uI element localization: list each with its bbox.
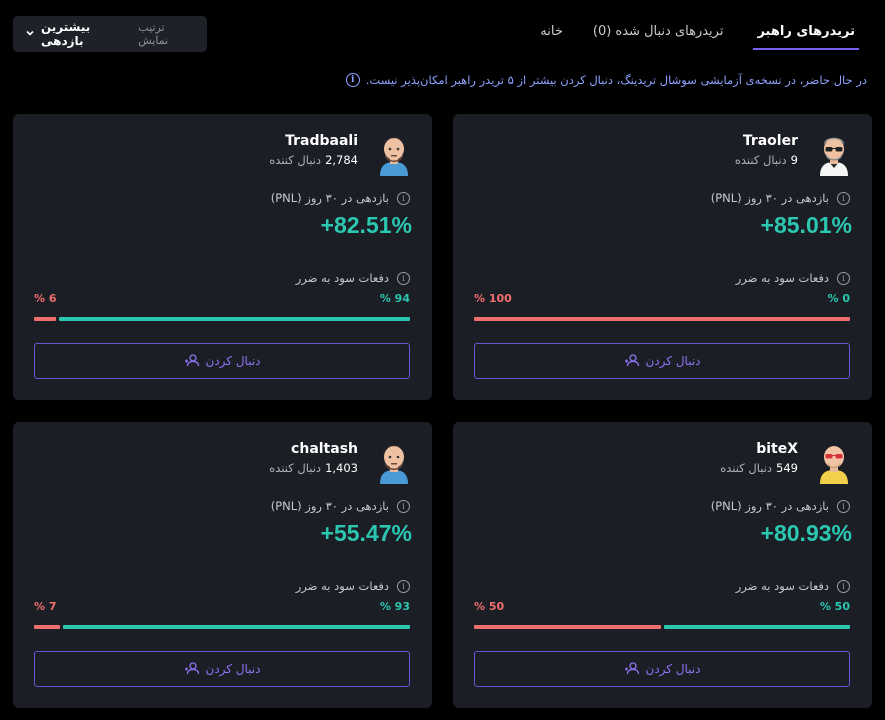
tab-home[interactable]: خانه (540, 24, 563, 39)
follow-label: دنبال کردن (205, 354, 261, 368)
win-loss-bar (34, 625, 410, 629)
win-loss-label-row: دفعات سود به ضرر i (736, 579, 850, 593)
avatar (374, 440, 414, 484)
info-icon[interactable]: i (397, 191, 410, 205)
follow-label: دنبال کردن (645, 662, 701, 676)
loss-percent: % 6 (34, 292, 57, 305)
win-loss-label: دفعات سود به ضرر (295, 271, 389, 285)
follower-count: 2,784 دنبال کننده (269, 153, 358, 167)
follow-label: دنبال کردن (205, 662, 261, 676)
win-loss-label-row: دفعات سود به ضرر i (296, 271, 410, 285)
win-bar-segment (59, 317, 410, 321)
loss-bar-segment (34, 625, 61, 629)
win-loss-label: دفعات سود به ضرر (735, 579, 829, 593)
loss-bar-segment (474, 625, 661, 629)
follower-number: 1,403 (325, 461, 358, 475)
sort-label: ترتیب نمایش (138, 21, 169, 47)
follow-button[interactable]: دنبال کردن (474, 651, 850, 687)
trader-name[interactable]: chaltash (291, 441, 358, 457)
pnl-label: بازدهی در ۳۰ روز (PNL) (270, 191, 389, 205)
pnl-label: بازدهی در ۳۰ روز (PNL) (710, 191, 829, 205)
win-percent: % 93 (379, 600, 410, 613)
follow-button[interactable]: دنبال کردن (34, 343, 410, 379)
follower-count: 1,403 دنبال کننده (269, 461, 358, 475)
trader-name[interactable]: Tradbaali (285, 133, 358, 149)
loss-bar-segment (474, 317, 850, 321)
win-loss-label-row: دفعات سود به ضرر i (296, 579, 410, 593)
info-icon[interactable]: i (397, 271, 410, 285)
win-loss-label: دفعات سود به ضرر (735, 271, 829, 285)
loss-bar-segment (34, 317, 57, 321)
win-loss-bar (474, 625, 850, 629)
tab-lead-traders[interactable]: تریدرهای راهبر (753, 14, 859, 50)
pnl-value: +82.51% (320, 212, 412, 238)
pnl-label: بازدهی در ۳۰ روز (PNL) (270, 499, 389, 513)
pnl-value: +80.93% (760, 520, 852, 546)
notice-banner: i در حال حاضر، در نسخه‌ی آزمایشی سوشال ت… (345, 73, 867, 87)
info-icon[interactable]: i (837, 579, 850, 593)
avatar (374, 132, 414, 176)
sort-value: بیشترین بازدهی (41, 20, 91, 48)
add-user-icon (184, 353, 200, 370)
pnl-label-row: بازدهی در ۳۰ روز (PNL) i (271, 191, 410, 205)
follow-button[interactable]: دنبال کردن (34, 651, 410, 687)
pnl-label: بازدهی در ۳۰ روز (PNL) (710, 499, 829, 513)
win-percent: % 94 (379, 292, 410, 305)
win-loss-label: دفعات سود به ضرر (295, 579, 389, 593)
loss-percent: % 50 (474, 600, 505, 613)
follower-number: 549 (776, 461, 798, 475)
follower-number: 2,784 (325, 153, 358, 167)
loss-percent: % 100 (474, 292, 512, 305)
pnl-label-row: بازدهی در ۳۰ روز (PNL) i (711, 499, 850, 513)
sort-dropdown[interactable]: ترتیب نمایش بیشترین بازدهی (13, 16, 207, 52)
trader-card: Tradbaali 2,784 دنبال کننده بازدهی در ۳۰ رو… (13, 114, 432, 400)
tab-followed-traders[interactable]: تریدرهای دنبال شده (0) (592, 24, 724, 39)
win-percent: % 50 (819, 600, 850, 613)
pnl-label-row: بازدهی در ۳۰ روز (PNL) i (711, 191, 850, 205)
follower-count: 549 دنبال کننده (720, 461, 798, 475)
info-icon[interactable]: i (837, 191, 850, 205)
avatar (814, 440, 854, 484)
chevron-down-icon (25, 28, 35, 41)
follower-suffix: دنبال کننده (269, 461, 322, 475)
follow-label: دنبال کردن (645, 354, 701, 368)
follower-suffix: دنبال کننده (269, 153, 322, 167)
pnl-label-row: بازدهی در ۳۰ روز (PNL) i (271, 499, 410, 513)
tab-bar: خانه تریدرهای دنبال شده (0) تریدرهای راه… (540, 14, 859, 52)
pnl-value: +85.01% (760, 212, 852, 238)
win-bar-segment (663, 625, 850, 629)
follower-suffix: دنبال کننده (734, 153, 787, 167)
trader-card: Traoler 9 دنبال کننده بازدهی در ۳۰ روز (PNL… (453, 114, 872, 400)
trader-name[interactable]: Traoler (742, 133, 798, 149)
follow-button[interactable]: دنبال کردن (474, 343, 850, 379)
follower-count: 9 دنبال کننده (735, 153, 798, 167)
trader-name[interactable]: biteX (756, 441, 798, 457)
win-percent: % 0 (827, 292, 850, 305)
loss-percent: % 7 (34, 600, 57, 613)
follower-suffix: دنبال کننده (720, 461, 773, 475)
win-loss-bar (474, 317, 850, 321)
add-user-icon (624, 661, 640, 678)
info-icon[interactable]: i (397, 579, 410, 593)
info-icon[interactable]: i (837, 271, 850, 285)
info-icon[interactable]: i (837, 499, 850, 513)
add-user-icon (184, 661, 200, 678)
top-bar: ترتیب نمایش بیشترین بازدهی خانه تریدرهای… (0, 0, 885, 60)
info-icon[interactable]: i (397, 499, 410, 513)
win-bar-segment (63, 625, 410, 629)
pnl-value: +55.47% (320, 520, 412, 546)
win-loss-label-row: دفعات سود به ضرر i (736, 271, 850, 285)
notice-text: در حال حاضر، در نسخه‌ی آزمایشی سوشال تری… (365, 73, 867, 87)
trader-card: biteX 549 دنبال کننده بازدهی در ۳۰ روز (PNL… (453, 422, 872, 708)
info-icon: i (345, 73, 360, 87)
follower-number: 9 (790, 153, 798, 167)
win-loss-bar (34, 317, 410, 321)
trader-card: chaltash 1,403 دنبال کننده بازدهی در ۳۰ روز… (13, 422, 432, 708)
add-user-icon (624, 353, 640, 370)
avatar (814, 132, 854, 176)
